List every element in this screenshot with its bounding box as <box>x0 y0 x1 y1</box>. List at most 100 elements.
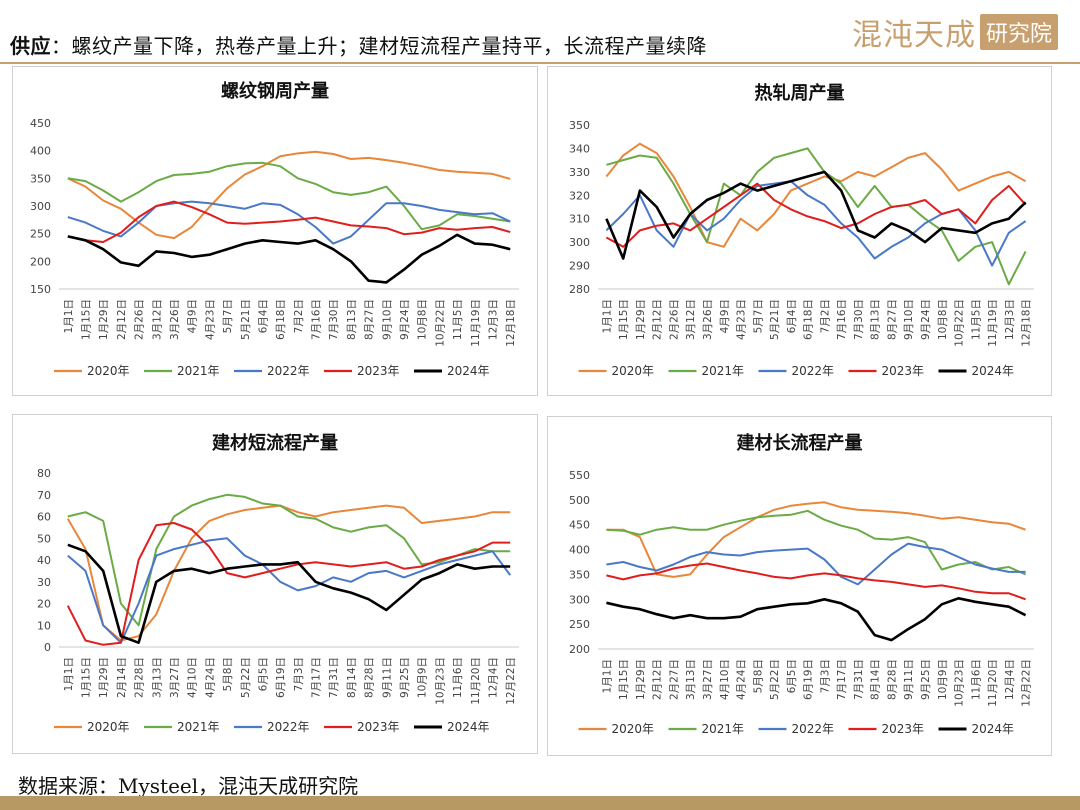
series-line-2020年 <box>606 501 1026 578</box>
y-tick-label: 60 <box>37 511 51 524</box>
y-tick-label: 20 <box>37 598 51 611</box>
y-tick-label: 0 <box>44 641 51 654</box>
x-tick-label: 1月15日 <box>618 659 630 700</box>
x-tick-label: 7月3日 <box>293 657 305 691</box>
series-line-2023年 <box>605 182 1027 248</box>
x-tick-label: 1月1日 <box>63 657 75 691</box>
x-tick-label: 8月14日 <box>870 659 882 700</box>
legend-label: 2023年 <box>882 722 925 736</box>
series-line-2023年 <box>66 522 511 646</box>
x-tick-label: 5月8日 <box>222 657 234 691</box>
legend-label: 2020年 <box>612 722 655 736</box>
x-tick-label: 6月5日 <box>786 659 798 693</box>
chart-panel-short-process: 建材短流程产量 0 10 20 30 40 50 60 70 80 1月1日 1月15日 1月29日 2月… <box>12 414 538 754</box>
x-tick-label: 10月8日 <box>937 299 949 340</box>
x-tick-label: 4月24日 <box>736 659 748 700</box>
x-tick-label: 10月23日 <box>954 659 966 707</box>
x-tick-label: 9月10日 <box>903 299 915 340</box>
y-tick-label: 280 <box>569 283 590 296</box>
x-tick-label: 7月16日 <box>311 299 323 340</box>
x-tick-label: 10月22日 <box>434 299 446 347</box>
x-tick-label: 6月4日 <box>257 299 269 333</box>
x-tick-label: 5月21日 <box>240 299 252 340</box>
x-tick-label: 1月1日 <box>601 659 613 693</box>
x-tick-label: 1月1日 <box>601 299 613 333</box>
x-tick-label: 4月24日 <box>204 657 216 698</box>
page-title: 供应：螺纹产量下降，热卷产量上升；建材短流程产量持平，长流程产量续降 <box>10 30 707 59</box>
y-tick-label: 350 <box>569 568 590 581</box>
x-tick-label: 12月22日 <box>1021 659 1033 707</box>
x-tick-label: 8月14日 <box>346 657 358 698</box>
x-tick-label: 12月3日 <box>1004 299 1016 340</box>
x-tick-label: 7月16日 <box>836 299 848 340</box>
y-tick-label: 10 <box>37 619 51 632</box>
legend-label: 2022年 <box>792 722 835 736</box>
x-tick-label: 2月27日 <box>668 659 680 700</box>
y-tick-label: 450 <box>30 117 51 130</box>
company-logo: 混沌天成 研究院 <box>851 12 1058 53</box>
x-tick-label: 12月18日 <box>1021 299 1033 347</box>
x-tick-label: 9月11日 <box>381 657 393 698</box>
x-tick-label: 4月23日 <box>204 299 216 340</box>
x-tick-label: 6月5日 <box>257 657 269 691</box>
logo-box: 研究院 <box>979 14 1058 50</box>
y-tick-label: 150 <box>30 283 51 296</box>
y-tick-label: 200 <box>30 255 51 268</box>
series-line-2024年 <box>606 597 1027 642</box>
x-tick-label: 11月6日 <box>970 659 982 700</box>
legend-label: 2021年 <box>702 364 745 378</box>
series-line-2020年 <box>605 142 1027 248</box>
footer-bar <box>0 796 1080 810</box>
chart-short-process: 建材短流程产量 0 10 20 30 40 50 60 70 80 1月1日 1月15日 1月29日 2月… <box>37 432 519 734</box>
x-tick-label: 4月9日 <box>187 299 199 333</box>
y-tick-label: 350 <box>569 119 590 132</box>
x-tick-label: 1月29日 <box>98 299 110 340</box>
legend-label: 2020年 <box>612 364 655 378</box>
page-title-text: ：螺纹产量下降，热卷产量上升；建材短流程产量持平，长流程产量续降 <box>51 34 707 58</box>
x-tick-label: 12月4日 <box>1004 659 1016 700</box>
chart-panel-rebar: 螺纹钢周产量 150 200 250 300 350 400 450 1月1日 1月15日 1月29… <box>12 66 538 396</box>
x-tick-label: 2月26日 <box>668 299 680 340</box>
series-line-2024年 <box>605 170 1027 260</box>
x-tick-label: 12月4日 <box>487 657 499 698</box>
series-line-2021年 <box>67 161 511 231</box>
x-tick-label: 1月29日 <box>635 659 647 700</box>
x-tick-label: 9月24日 <box>399 299 411 340</box>
y-tick-label: 300 <box>569 236 590 249</box>
legend-label: 2021年 <box>177 364 220 378</box>
series-line-2022年 <box>67 200 511 245</box>
x-tick-label: 5月22日 <box>240 657 252 698</box>
x-tick-label: 2月14日 <box>116 657 128 698</box>
y-tick-label: 50 <box>37 532 51 545</box>
x-tick-label: 8月27日 <box>886 299 898 340</box>
chart-title: 建材长流程产量 <box>737 432 863 454</box>
x-tick-label: 7月31日 <box>853 659 865 700</box>
chart-title: 热轧周产量 <box>755 82 845 104</box>
x-tick-label: 1月15日 <box>81 299 93 340</box>
x-tick-label: 10月8日 <box>417 299 429 340</box>
data-source: 数据来源：Mysteel，混沌天成研究院 <box>18 774 359 798</box>
x-tick-label: 10月22日 <box>954 299 966 347</box>
x-tick-label: 7月17日 <box>836 659 848 700</box>
x-tick-label: 11月19日 <box>470 299 482 347</box>
x-tick-label: 1月1日 <box>63 299 75 333</box>
x-tick-label: 12月22日 <box>505 657 517 705</box>
x-tick-label: 11月5日 <box>970 299 982 340</box>
legend-label: 2020年 <box>87 364 130 378</box>
x-tick-label: 4月9日 <box>719 299 731 333</box>
x-tick-label: 3月26日 <box>702 299 714 340</box>
chart-rebar: 螺纹钢周产量 150 200 250 300 350 400 450 1月1日 1月15日 1月29… <box>30 80 519 378</box>
legend-label: 2021年 <box>177 720 220 734</box>
x-tick-label: 6月19日 <box>275 657 287 698</box>
x-tick-label: 7月2日 <box>819 299 831 333</box>
x-tick-label: 4月10日 <box>187 657 199 698</box>
logo-text: 混沌天成 <box>851 18 976 53</box>
page-title-lead: 供应 <box>10 34 51 58</box>
chart-panel-hot-rolled: 热轧周产量 280 290 300 310 320 330 340 350 1月1日 1月15日 1月… <box>547 66 1052 396</box>
x-tick-label: 2月26日 <box>134 299 146 340</box>
chart-long-process: 建材长流程产量 200 250 300 350 400 450 500 550 1月1日 1月15日… <box>569 432 1034 736</box>
y-tick-label: 330 <box>569 166 590 179</box>
x-tick-label: 5月7日 <box>222 299 234 333</box>
x-tick-label: 7月30日 <box>853 299 865 340</box>
x-tick-label: 3月13日 <box>685 659 697 700</box>
